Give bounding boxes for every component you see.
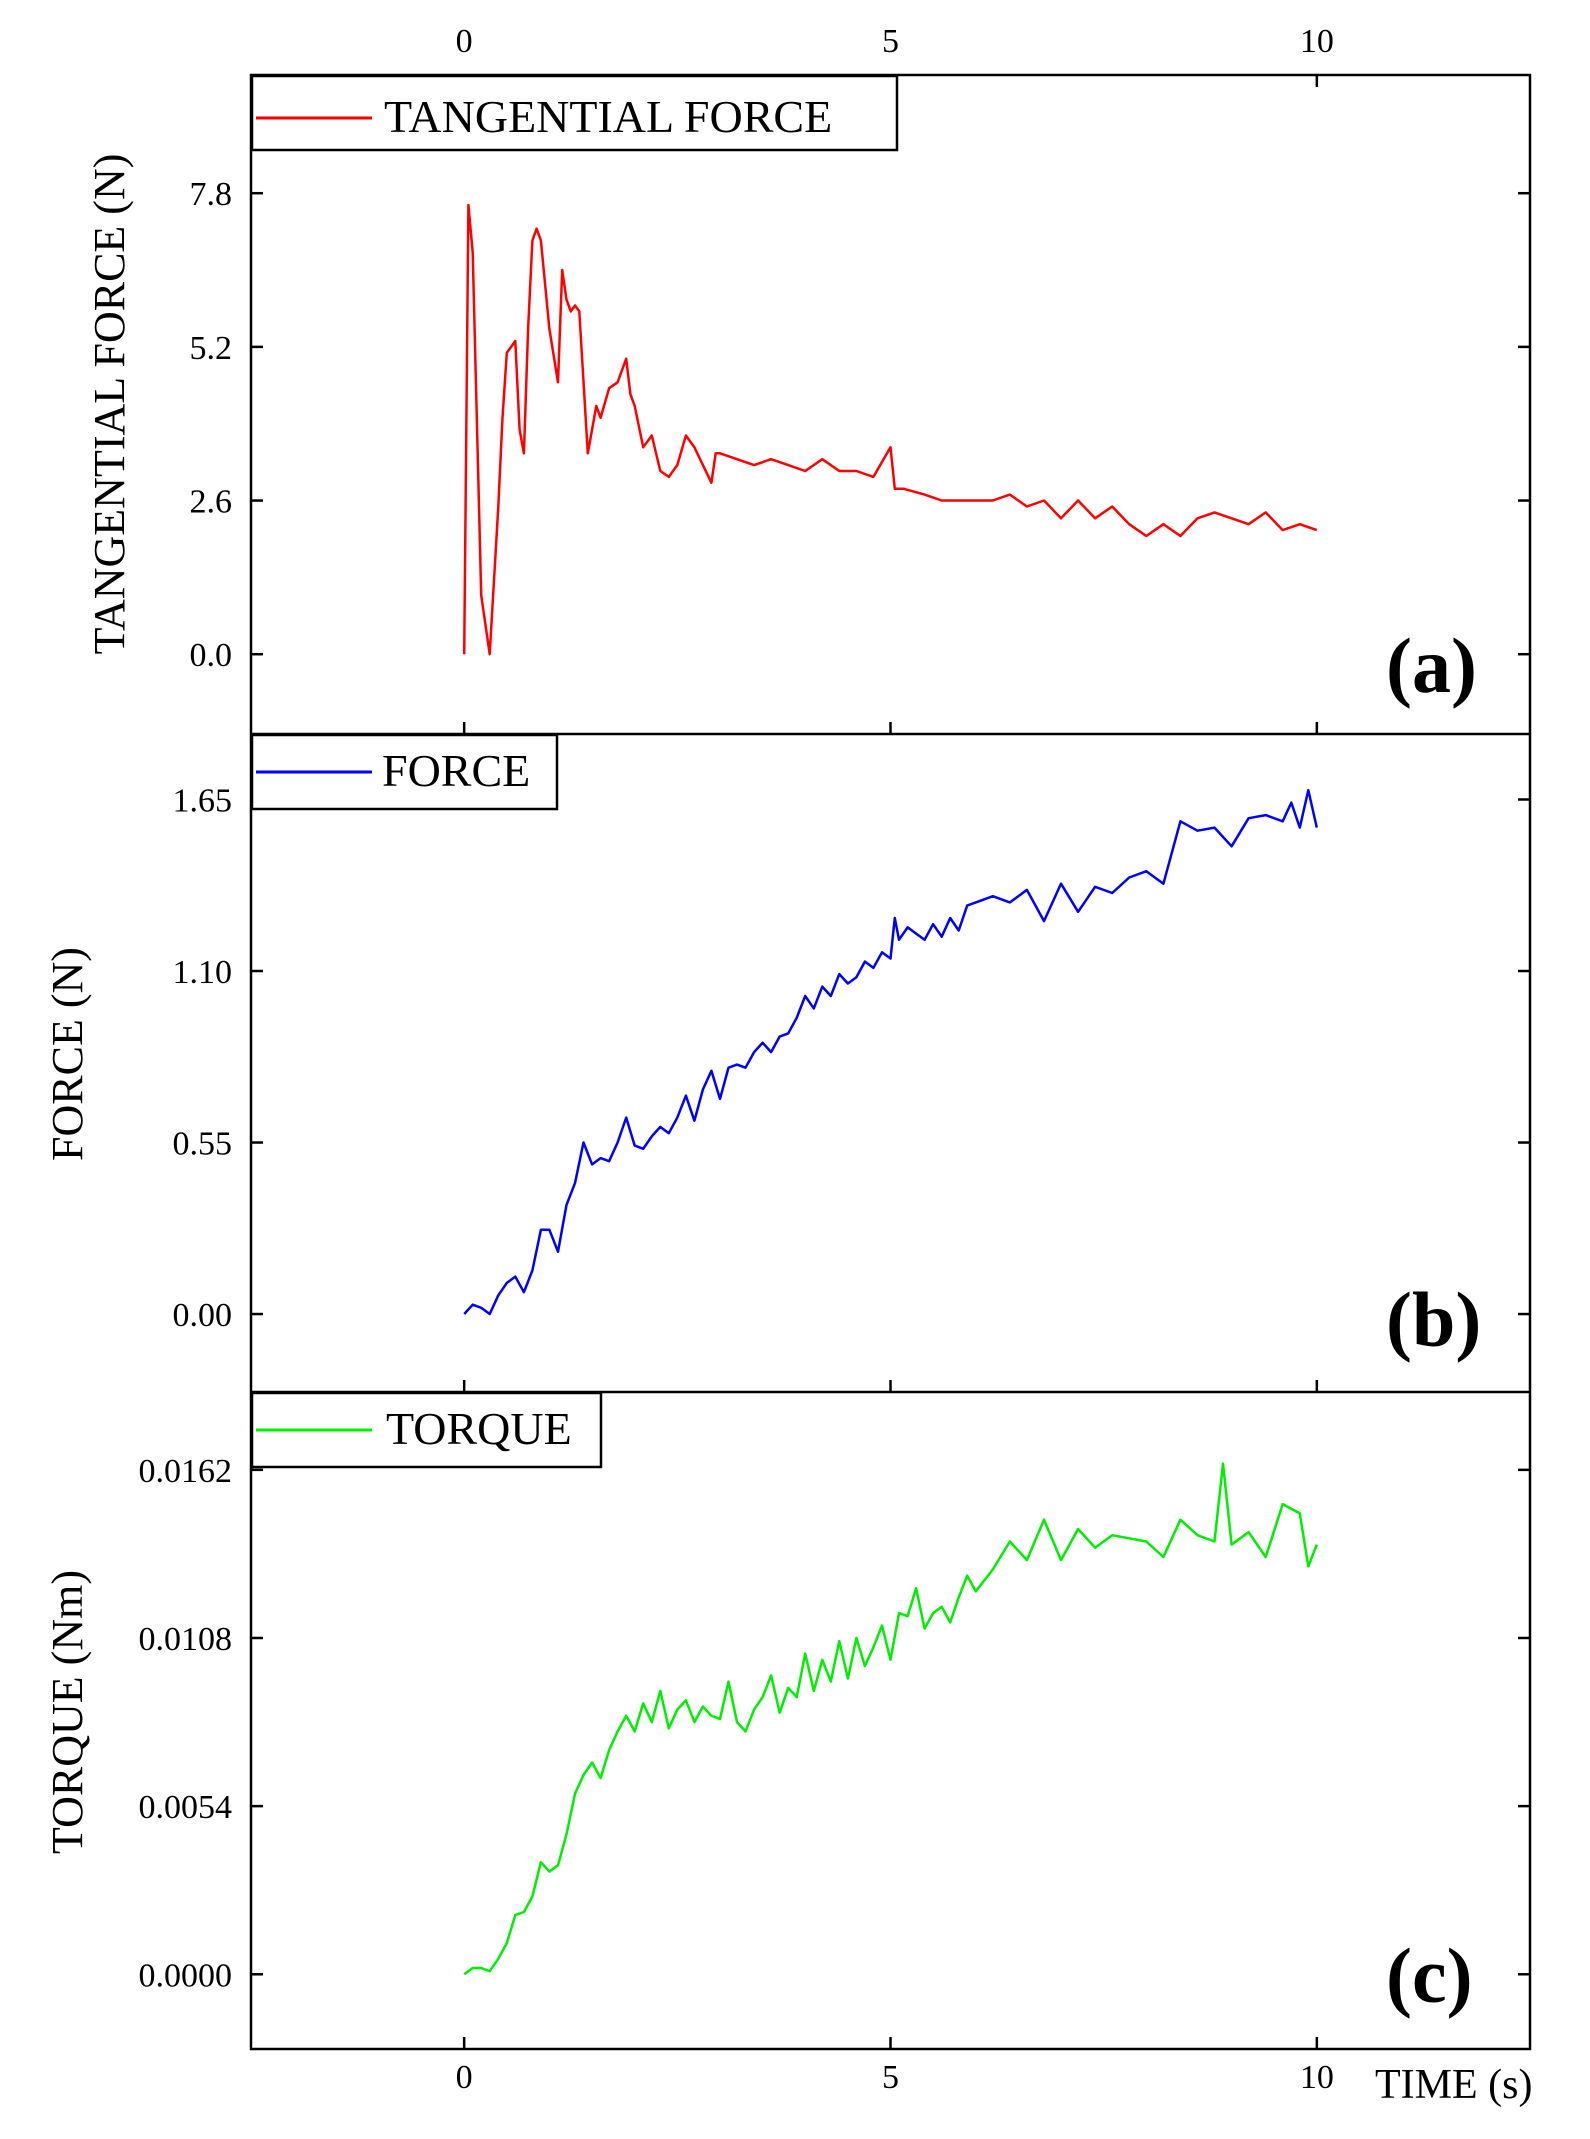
legend-box	[250, 74, 899, 152]
panel-a-legend: TANGENTIAL FORCE	[250, 74, 899, 152]
force-series	[463, 788, 1319, 1316]
panel-b-y-tick-label: 0.00	[173, 1297, 233, 1334]
panel-c-tag: (c)	[1386, 1932, 1473, 2019]
panel-c-ylabel: TORQUE (Nm)	[43, 1570, 92, 1854]
panel-a-tag: (a)	[1386, 622, 1477, 709]
legend-label-torque: TORQUE	[386, 1403, 572, 1454]
panel-b-ylabel: FORCE (N)	[43, 947, 92, 1161]
panel-b: 0.00 0.55 1.10 1.65 FORCE (N) FORCE (b)	[43, 733, 1530, 1392]
panel-c-y-tick-label: 0.0108	[139, 1621, 233, 1658]
panel-b-y-tick-label: 1.10	[173, 954, 233, 991]
torque-series	[463, 1462, 1318, 1976]
panel-a-y-tick-label: 5.2	[190, 330, 233, 367]
panel-c-ticks: 0.0000 0.0054 0.0108 0.0162	[139, 1453, 1530, 2049]
panel-a-y-tick-label: 7.8	[190, 176, 233, 213]
top-x-axis: 0 5 10	[456, 23, 1334, 87]
panel-a-y-tick-label: 2.6	[190, 484, 233, 521]
top-x-tick-label: 10	[1300, 23, 1334, 60]
legend-label-tangential-force: TANGENTIAL FORCE	[384, 91, 832, 142]
panel-a-ylabel: TANGENTIAL FORCE (N)	[85, 154, 134, 655]
panel-b-y-tick-label: 0.55	[173, 1126, 233, 1163]
panel-a-ticks: 0.0 2.6 5.2 7.8	[190, 176, 1530, 734]
panel-c-y-tick-label: 0.0162	[139, 1453, 233, 1490]
panel-c-y-tick-label: 0.0000	[139, 1957, 233, 1994]
bottom-x-axis: 0 5 10	[456, 2059, 1334, 2096]
outer-frame	[249, 73, 1532, 2051]
panel-b-tag: (b)	[1386, 1276, 1481, 1363]
panel-c-y-tick-label: 0.0054	[139, 1789, 233, 1826]
panel-b-ticks: 0.00 0.55 1.10 1.65	[173, 782, 1530, 1392]
top-x-tick-label: 0	[456, 23, 473, 60]
bottom-x-tick-label: 5	[882, 2059, 899, 2096]
tangential-force-series	[462, 203, 1318, 656]
x-axis-title: TIME (s)	[1375, 2062, 1532, 2108]
panel-b-y-tick-label: 1.65	[173, 782, 233, 819]
top-x-tick-label: 5	[882, 23, 899, 60]
figure-frame	[249, 73, 1532, 2051]
panel-a-y-tick-label: 0.0	[190, 637, 233, 674]
panel-c: 0.0000 0.0054 0.0108 0.0162 TORQUE (Nm) TOR…	[43, 1391, 1530, 2049]
bottom-x-tick-label: 10	[1300, 2059, 1334, 2096]
bottom-x-tick-label: 0	[456, 2059, 473, 2096]
panel-a: 0.0 2.6 5.2 7.8 TANGENTIAL FORCE (N) TANGEN…	[85, 74, 1530, 734]
panel-b-legend: FORCE	[250, 733, 559, 811]
legend-label-force: FORCE	[382, 745, 530, 796]
panel-c-legend: TORQUE	[250, 1391, 603, 1469]
